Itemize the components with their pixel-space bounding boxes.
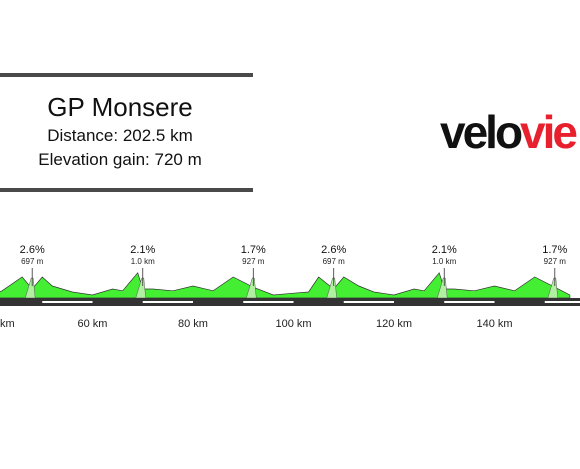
header-rule-bottom [0,188,253,192]
road-strip-group [0,298,580,306]
logo-part-velo: velo [440,106,523,158]
road-segment [343,301,394,303]
x-tick-label-1: km [0,318,15,330]
logo-part-vie: vie [520,106,578,158]
road-segment [444,301,495,303]
elevation-profile-chart: 2.6%697 m2.1%1.0 km1.7%927 m2.6%697 m2.1… [0,244,580,330]
title-block: GP Monsere Distance: 202.5 km Elevation … [0,90,240,172]
climb-length-2: 1.0 km [131,257,155,266]
climb-length-1: 697 m [21,257,44,266]
race-title: GP Monsere [47,92,193,122]
road-segment [243,301,294,303]
climb-length-6: 927 m [544,257,567,266]
climb-length-5: 1.0 km [432,257,456,266]
road-segment [544,301,580,303]
x-tick-label-6: 140 km [476,318,512,330]
climb-markers-group: 2.6%697 m2.1%1.0 km1.7%927 m2.6%697 m2.1… [20,244,568,286]
road-segment [42,301,93,303]
elevation-area [0,272,571,299]
climb-gradient-6: 1.7% [542,244,567,256]
velovie-logo: velovie [440,105,578,159]
x-tick-label-5: 120 km [376,318,412,330]
distance-text: Distance: 202.5 km [47,126,193,145]
climb-length-4: 697 m [323,257,346,266]
profile-area-group [0,272,571,299]
climb-gradient-3: 1.7% [241,244,266,256]
road-segment [142,301,193,303]
climb-gradient-5: 2.1% [432,244,457,256]
x-axis-ticks-group: km 60 km 80 km 100 km 120 km 140 km [0,318,513,330]
climb-length-3: 927 m [242,257,265,266]
x-tick-label-3: 80 km [178,318,208,330]
x-tick-label-4: 100 km [275,318,311,330]
elevation-text: Elevation gain: 720 m [38,150,202,169]
climb-gradient-1: 2.6% [20,244,45,256]
climb-gradient-2: 2.1% [130,244,155,256]
x-tick-label-2: 60 km [78,318,108,330]
climb-gradient-4: 2.6% [321,244,346,256]
header-rule-top [0,73,253,77]
